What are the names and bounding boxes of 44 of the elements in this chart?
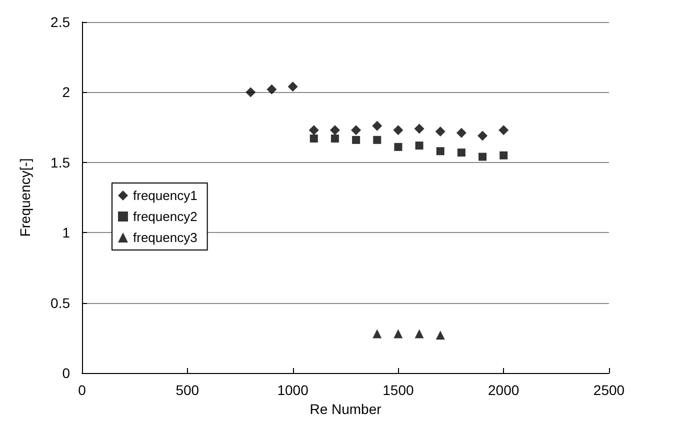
point — [500, 151, 508, 160]
point — [372, 329, 382, 338]
x-tick-label: 1500 — [382, 382, 414, 398]
point — [330, 134, 339, 143]
point — [351, 125, 362, 136]
point — [310, 134, 318, 143]
point — [478, 152, 487, 161]
point — [330, 125, 340, 136]
y-tick-label: 0.5 — [50, 294, 70, 311]
y-axis-title: Frequency[-] — [17, 158, 33, 237]
point — [478, 130, 488, 141]
legend-label: frequency3 — [133, 230, 198, 245]
point — [436, 330, 445, 340]
point — [308, 125, 319, 136]
point — [436, 147, 444, 156]
point — [373, 136, 382, 144]
point — [435, 126, 446, 137]
point — [266, 84, 277, 94]
x-tick-label: 1000 — [277, 382, 309, 398]
y-tick-label: 1.5 — [50, 154, 70, 170]
x-tick-label: 2500 — [593, 382, 625, 398]
y-tick-label: 2 — [62, 84, 70, 100]
y-tick-label: 1 — [62, 224, 70, 241]
point — [394, 142, 402, 151]
x-tick-label: 2000 — [488, 382, 520, 398]
legend-label: frequency2 — [133, 209, 198, 224]
point — [394, 329, 403, 338]
point — [393, 125, 404, 136]
point — [415, 142, 424, 150]
legend-label: frequency1 — [133, 188, 198, 203]
point — [457, 148, 466, 157]
point — [456, 128, 466, 138]
point — [414, 329, 424, 338]
y-tick-label: 0 — [62, 365, 70, 381]
point — [246, 87, 256, 98]
point — [372, 120, 382, 131]
point — [414, 124, 424, 134]
x-axis-title: Re Number — [310, 400, 382, 417]
x-tick-label: 0 — [78, 382, 86, 398]
point — [498, 125, 509, 136]
point — [352, 136, 360, 144]
x-tick-label: 500 — [176, 382, 200, 398]
y-tick-label: 2.5 — [50, 14, 70, 30]
point — [288, 82, 298, 92]
